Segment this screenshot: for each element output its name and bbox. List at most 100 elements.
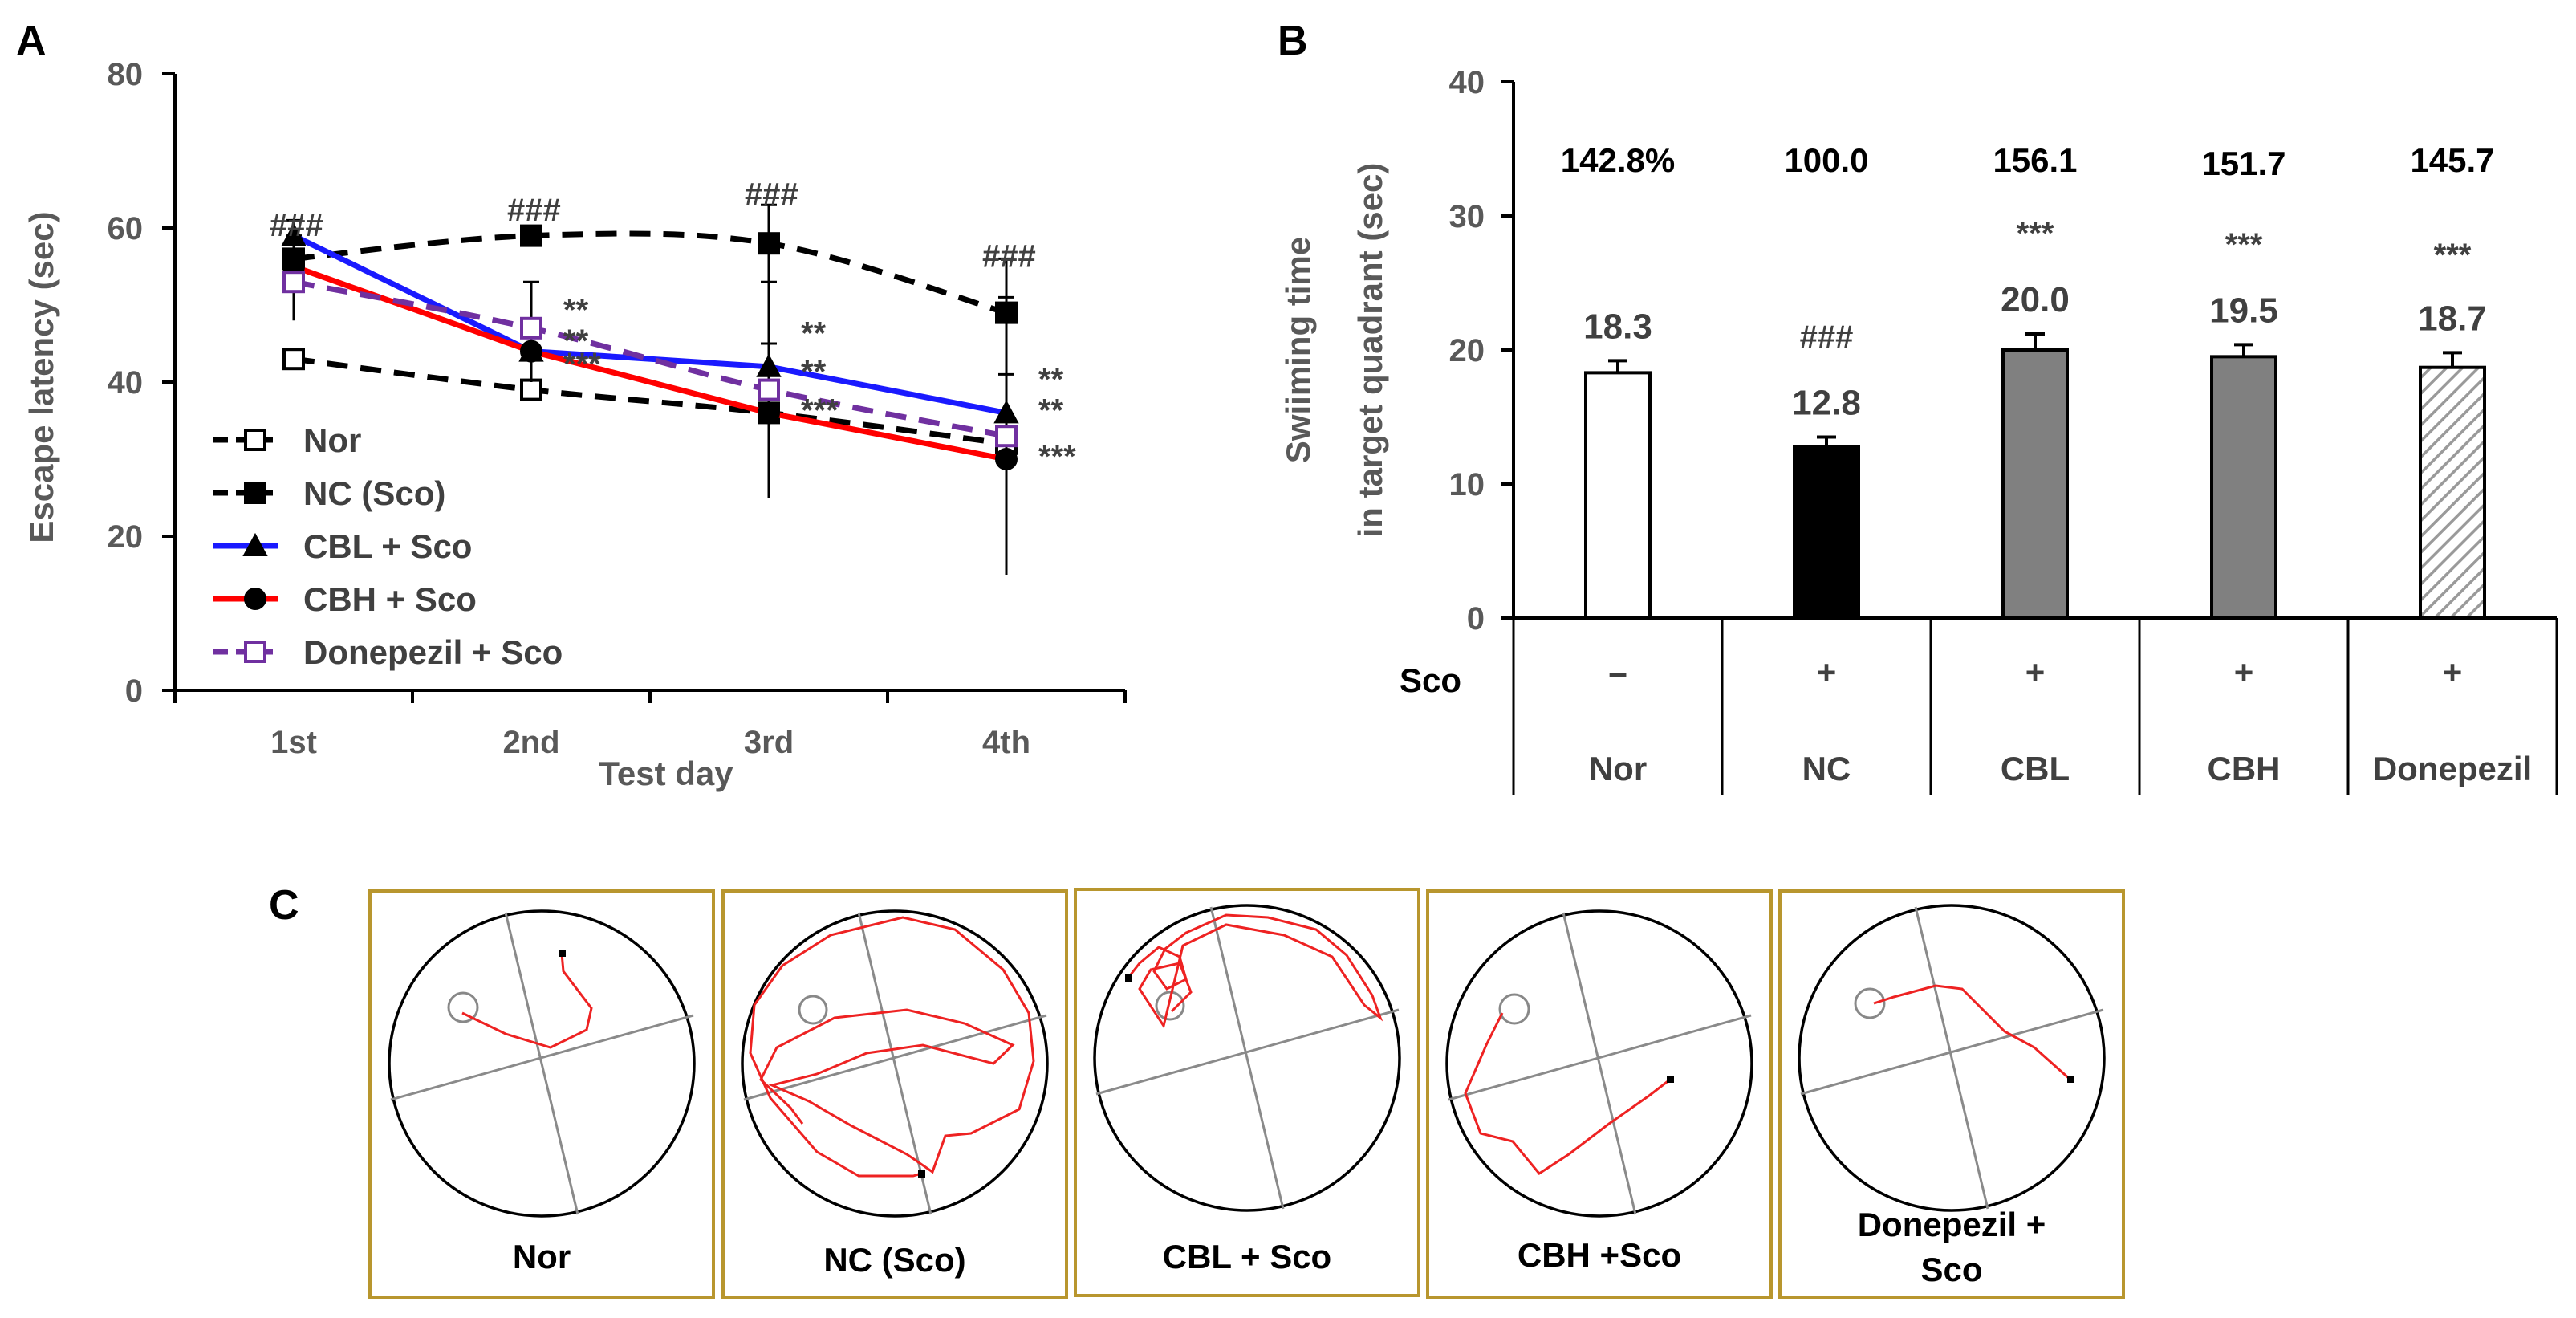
track-label-donepezil-line2: Sco: [1920, 1251, 1982, 1288]
chart-a-ytick-label: 60: [108, 211, 144, 246]
pool-circle: [1093, 904, 1401, 1212]
chart-b-swimming-time: 0 10 20 30 40 Swiiming time in target quadra…: [1279, 65, 2558, 795]
legend-label: NC (Sco): [303, 474, 445, 512]
track-label-nc: NC (Sco): [823, 1241, 965, 1279]
chart-b-sco-cell: –: [1608, 653, 1627, 691]
chart-b-category-label: CBH: [2208, 750, 2281, 787]
track-frame: [721, 889, 1068, 1299]
swim-track: [749, 916, 1035, 1178]
legend-label: Donepezil + Sco: [303, 633, 563, 671]
chart-b-significance: ###: [1800, 319, 1854, 355]
chart-b-value-label: 18.7: [2418, 299, 2487, 338]
chart-b-y-title-line1: Swiiming time: [1279, 237, 1317, 463]
chart-b-ytick-label: 10: [1449, 467, 1485, 502]
track-box-nc: NC (Sco): [721, 889, 1068, 1299]
legend-marker: [244, 641, 266, 663]
platform-circle: [798, 995, 828, 1025]
start-marker: [1667, 1076, 1674, 1083]
chart-a-annotation: ###: [507, 193, 561, 228]
chart-a-point: [282, 271, 305, 294]
chart-a-series-line: [293, 356, 1007, 447]
chart-a-annotation: ***: [563, 347, 601, 382]
panel-label-c: C: [269, 882, 299, 929]
chart-a-ytick-label: 20: [108, 519, 144, 555]
sco-row-label: Sco: [1400, 661, 1461, 699]
chart-a-legend: Nor NC (Sco) CBL + Sco CBH + Sco Donepezil +…: [213, 421, 563, 671]
chart-b-category-label: Nor: [1589, 750, 1647, 787]
swim-track: [461, 953, 593, 1049]
chart-a-series-line: [292, 233, 1007, 416]
chart-a-xtick-label: 2nd: [502, 725, 559, 760]
chart-a-y-title: Escape latency (sec): [22, 211, 60, 543]
swim-track: [1464, 1012, 1671, 1175]
chart-a-point: [520, 316, 542, 340]
chart-a-xtick-label: 4th: [982, 725, 1030, 760]
chart-a-escape-latency: 0 20 40 60 80 1st 2nd 3rd 4th Escape latency (s…: [22, 57, 1127, 792]
chart-b-sco-cell: +: [2025, 653, 2046, 691]
pool-circle: [1445, 909, 1753, 1218]
chart-a-point: [282, 348, 305, 371]
chart-a-xtick-label: 1st: [270, 725, 317, 760]
legend-marker: [244, 482, 266, 504]
chart-a-series-line: [293, 279, 1007, 439]
track-box-nor: Nor: [368, 889, 715, 1299]
pool-axis: [390, 1014, 694, 1101]
chart-a-annotation: ###: [745, 177, 798, 213]
chart-a-annotation: **: [563, 293, 589, 328]
panel-c-swim-tracks: Nor NC (Sco) CBL + Sco: [368, 888, 2125, 1299]
chart-a-point: [520, 224, 542, 247]
platform-circle: [1854, 987, 1886, 1019]
track-box-cbh: CBH +Sco: [1426, 889, 1773, 1299]
chart-a-annotation: **: [801, 354, 827, 389]
chart-a-point: [520, 378, 542, 401]
track-box-cbl: CBL + Sco: [1074, 888, 1420, 1297]
chart-a-annotation: **: [801, 315, 827, 351]
chart-a-point: [758, 378, 780, 401]
legend-label: CBH + Sco: [303, 580, 477, 618]
chart-b-ytick-label: 30: [1449, 199, 1485, 234]
chart-a-annotation: ***: [1038, 439, 1076, 474]
chart-a-point: [995, 425, 1018, 448]
chart-a-series-4: [282, 242, 1018, 575]
start-marker: [559, 950, 566, 957]
pool-axis: [1095, 1008, 1400, 1096]
chart-a-annotation: ###: [270, 208, 323, 243]
chart-b-significance: ***: [2225, 227, 2263, 262]
track-frame: [1778, 889, 2125, 1299]
swim-track: [1873, 984, 2071, 1081]
chart-a-x-title: Test day: [599, 755, 733, 792]
pool-axis: [1448, 1014, 1752, 1101]
platform-circle: [1498, 993, 1530, 1025]
legend-marker: [244, 429, 266, 451]
track-frame: [1074, 888, 1420, 1297]
swim-track: [1127, 913, 1383, 1029]
chart-a-point: [758, 232, 780, 255]
chart-b-ytick-label: 20: [1449, 333, 1485, 368]
chart-b-significance: ***: [2017, 216, 2054, 251]
chart-a-ytick-label: 40: [108, 365, 144, 401]
chart-b-value-label: 12.8: [1792, 384, 1861, 423]
pool-axis: [1562, 912, 1637, 1215]
chart-b-percent-label: 151.7: [2201, 144, 2285, 182]
platform-circle: [1155, 991, 1185, 1021]
track-box-donepezil: Donepezil + Sco: [1778, 889, 2125, 1299]
chart-b-value-label: 20.0: [2001, 280, 2070, 319]
chart-a-annotation: **: [563, 323, 589, 359]
start-marker: [918, 1170, 925, 1178]
legend-label: CBL + Sco: [303, 527, 472, 565]
start-marker: [2067, 1076, 2074, 1083]
chart-a-ytick-label: 0: [125, 673, 143, 709]
chart-a-ytick-label: 80: [108, 57, 144, 92]
chart-a-annotation: **: [1038, 362, 1064, 397]
chart-b-sco-cell: +: [1817, 653, 1837, 691]
track-label-cbh: CBH +Sco: [1518, 1236, 1681, 1274]
track-label-nor: Nor: [513, 1238, 571, 1275]
pool-circle: [1798, 904, 2106, 1212]
pool-circle: [388, 909, 696, 1218]
chart-a-xtick-label: 3rd: [744, 725, 794, 760]
chart-b-bar-donepezil: [2419, 365, 2486, 620]
chart-b-percent-label: 156.1: [1993, 141, 2077, 179]
chart-b-category-label: NC: [1802, 750, 1851, 787]
panel-label-b: B: [1278, 18, 1308, 64]
